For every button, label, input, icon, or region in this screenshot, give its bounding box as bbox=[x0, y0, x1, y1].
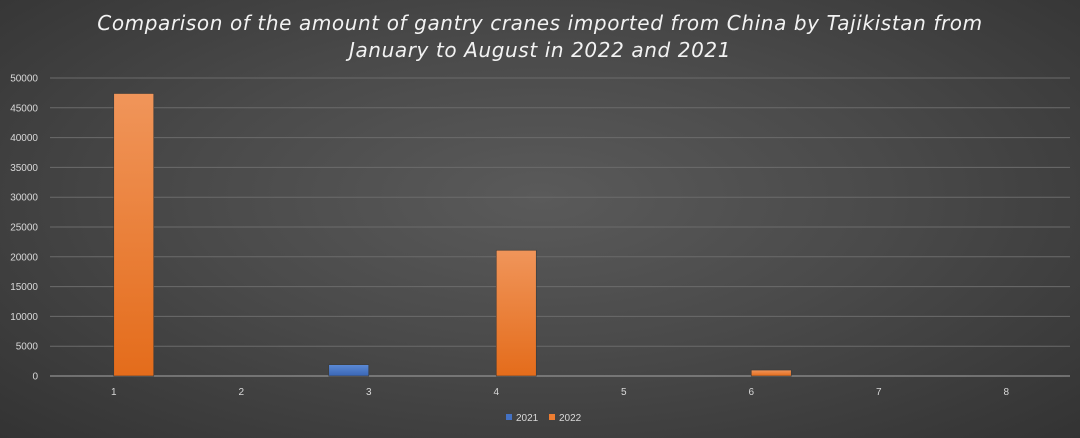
x-tick-label: 1 bbox=[111, 387, 117, 398]
y-axis-ticks: 0 5000 10000 15000 20000 25000 30000 35000 40000… bbox=[10, 74, 38, 383]
x-tick-label: 2 bbox=[238, 387, 244, 398]
x-tick-label: 8 bbox=[1003, 387, 1009, 398]
y-tick-label: 40000 bbox=[10, 133, 38, 144]
y-tick-label: 30000 bbox=[10, 193, 38, 204]
gridlines bbox=[50, 77, 1070, 377]
y-tick-label: 25000 bbox=[10, 223, 38, 234]
x-tick-label: 4 bbox=[493, 387, 499, 398]
x-tick-label: 3 bbox=[366, 387, 372, 398]
y-tick-label: 0 bbox=[32, 372, 38, 383]
legend-swatch-2021 bbox=[506, 414, 512, 420]
chart-title: Comparison of the amount of gantry crane… bbox=[0, 10, 1080, 64]
y-tick-label: 15000 bbox=[10, 282, 38, 293]
x-axis-ticks: 1 2 3 4 5 6 7 8 bbox=[111, 387, 1010, 398]
bars bbox=[113, 93, 792, 377]
bar-2021 bbox=[328, 364, 370, 377]
y-tick-label: 20000 bbox=[10, 252, 38, 263]
bar-2022 bbox=[495, 249, 537, 377]
chart-title-line-2: January to August in 2022 and 2021 bbox=[348, 38, 732, 62]
legend-swatch-2022 bbox=[549, 414, 555, 420]
bar-2022 bbox=[750, 369, 792, 377]
x-tick-label: 6 bbox=[748, 387, 754, 398]
legend: 2021 2022 bbox=[506, 413, 582, 424]
y-tick-label: 10000 bbox=[10, 312, 38, 323]
y-tick-label: 50000 bbox=[10, 74, 38, 85]
x-tick-label: 7 bbox=[876, 387, 882, 398]
y-tick-label: 45000 bbox=[10, 103, 38, 114]
chart-title-line-1: Comparison of the amount of gantry crane… bbox=[97, 11, 983, 35]
legend-label-2021: 2021 bbox=[516, 413, 539, 424]
x-tick-label: 5 bbox=[621, 387, 627, 398]
y-tick-label: 35000 bbox=[10, 163, 38, 174]
legend-label-2022: 2022 bbox=[559, 413, 582, 424]
y-tick-label: 5000 bbox=[16, 342, 39, 353]
bar-2022 bbox=[113, 93, 155, 377]
